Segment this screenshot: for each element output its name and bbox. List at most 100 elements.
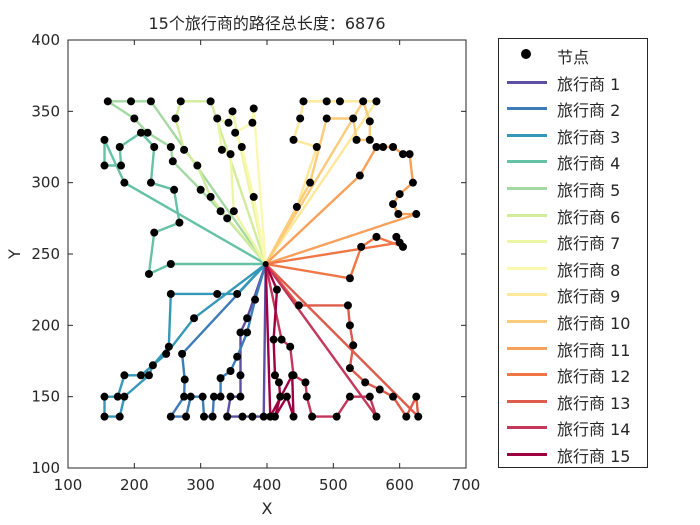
node-point (190, 314, 199, 323)
node-point (299, 97, 308, 106)
legend-label: 旅行商 14 (557, 420, 631, 440)
legend-entry-salesman-1: 旅行商 1 (499, 69, 647, 95)
legend: 节点 旅行商 1 旅行商 2 旅行商 3 旅行商 4 旅行商 5 旅行商 6 旅行商 7 旅行商… (498, 38, 648, 468)
node-point (259, 412, 268, 421)
node-point (243, 328, 252, 337)
y-tick-label: 150 (31, 388, 60, 406)
x-tick-label: 700 (452, 476, 481, 494)
legend-entry-salesman-13: 旅行商 13 (499, 388, 647, 414)
node-point (398, 150, 407, 159)
node-point (143, 128, 152, 137)
node-point (217, 145, 226, 154)
node-point (272, 285, 281, 294)
node-point (286, 342, 295, 351)
legend-swatch (507, 346, 547, 350)
node-point (249, 104, 258, 113)
node-point (395, 238, 404, 247)
legend-label: 旅行商 7 (557, 234, 621, 254)
legend-label: 旅行商 10 (557, 314, 631, 333)
node-point (269, 335, 278, 344)
node-point (375, 385, 384, 394)
node-point (352, 135, 361, 144)
node-point (166, 259, 175, 268)
y-tick-label: 100 (31, 459, 60, 477)
node-point (394, 210, 403, 219)
node-point (322, 97, 331, 106)
node-point (100, 392, 109, 401)
node-point (115, 143, 124, 151)
legend-swatch (507, 453, 547, 456)
legend-entry-salesman-4: 旅行商 4 (499, 148, 647, 174)
node-point (146, 97, 155, 106)
node-point (175, 218, 184, 227)
node-point (162, 349, 171, 358)
node-point (231, 128, 240, 137)
node-point (213, 289, 222, 298)
node-point (199, 412, 208, 421)
legend-swatch (507, 80, 547, 84)
node-point (103, 97, 112, 106)
node-point (228, 107, 237, 116)
legend-entry-salesman-12: 旅行商 12 (499, 361, 647, 387)
legend-node-marker (521, 49, 531, 59)
legend-entry-salesman-3: 旅行商 3 (499, 122, 647, 148)
node-point (213, 114, 222, 123)
node-point (302, 392, 311, 401)
y-tick-label: 300 (31, 174, 60, 192)
node-point (206, 97, 215, 106)
legend-swatch (507, 266, 547, 270)
node-point (127, 97, 136, 106)
node-point (216, 207, 225, 216)
node-point (229, 207, 238, 216)
node-point (166, 143, 175, 151)
legend-label: 旅行商 11 (557, 340, 631, 360)
legend-entry-salesman-14: 旅行商 14 (499, 414, 647, 440)
node-point (249, 192, 258, 201)
node-point (209, 392, 218, 401)
node-point (223, 412, 232, 421)
node-point (248, 118, 257, 127)
legend-label: 旅行商 1 (557, 74, 621, 94)
node-point (206, 192, 215, 201)
node-point (100, 412, 109, 421)
legend-swatch (507, 293, 547, 297)
node-point (349, 114, 358, 123)
node-point (237, 143, 246, 151)
node-point (345, 274, 354, 283)
node-point (414, 412, 423, 421)
node-point (412, 210, 421, 219)
node-point (216, 374, 225, 383)
node-point (372, 143, 381, 151)
node-point (130, 114, 139, 123)
node-point (412, 392, 421, 401)
node-point (180, 145, 189, 154)
node-point (372, 97, 381, 106)
legend-entry-node: 节点 (499, 42, 647, 68)
node-point (196, 185, 205, 194)
node-point (117, 161, 126, 170)
legend-label: 节点 (557, 48, 590, 67)
node-point (171, 114, 180, 123)
node-point (115, 412, 124, 421)
node-point (405, 150, 414, 159)
node-point (223, 214, 232, 223)
legend-entry-salesman-7: 旅行商 7 (499, 228, 647, 254)
node-point (166, 289, 175, 298)
node-point (365, 117, 374, 126)
node-point (226, 366, 235, 375)
node-point (312, 143, 321, 151)
legend-swatch (507, 133, 547, 137)
node-point (335, 97, 344, 106)
node-point (289, 135, 298, 144)
node-point (251, 295, 260, 304)
node-point (113, 392, 122, 401)
x-tick-label: 400 (253, 476, 282, 494)
legend-entry-salesman-6: 旅行商 6 (499, 202, 647, 228)
y-tick-label: 250 (31, 245, 60, 263)
x-tick-label: 200 (120, 476, 149, 494)
node-point (372, 232, 381, 241)
node-point (233, 352, 242, 361)
legend-label: 旅行商 13 (557, 393, 631, 413)
node-point (178, 349, 187, 358)
